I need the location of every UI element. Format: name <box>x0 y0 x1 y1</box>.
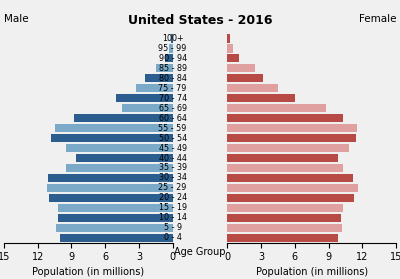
Bar <box>58 214 173 222</box>
Bar <box>227 34 230 43</box>
Bar <box>58 204 173 212</box>
Bar <box>136 84 173 92</box>
Bar <box>47 184 173 192</box>
X-axis label: Age Group: Age Group <box>174 247 226 257</box>
Bar <box>227 84 278 92</box>
Bar <box>54 124 173 132</box>
Bar <box>227 94 295 102</box>
Bar <box>74 114 173 122</box>
Bar <box>227 64 256 73</box>
Bar <box>227 224 342 232</box>
Bar <box>227 164 343 172</box>
Bar <box>172 34 173 43</box>
Bar <box>48 174 173 182</box>
Bar <box>116 94 173 102</box>
Text: United States - 2016: United States - 2016 <box>128 14 272 27</box>
Bar <box>227 44 233 52</box>
Bar <box>227 154 338 162</box>
Bar <box>56 224 173 232</box>
Bar <box>227 134 356 142</box>
Bar <box>66 144 173 152</box>
Bar <box>227 54 239 62</box>
Bar <box>165 54 173 62</box>
Bar <box>51 134 173 142</box>
Bar <box>66 164 173 172</box>
Bar <box>227 174 353 182</box>
Bar <box>144 74 173 82</box>
Bar <box>227 194 354 202</box>
Bar <box>156 64 173 73</box>
Text: Female: Female <box>358 14 396 24</box>
Bar <box>227 124 357 132</box>
Bar <box>227 104 326 112</box>
Bar <box>49 194 173 202</box>
Bar <box>169 44 173 52</box>
X-axis label: Population (in millions): Population (in millions) <box>32 267 144 276</box>
Bar <box>227 234 338 242</box>
Bar <box>76 154 173 162</box>
Bar <box>227 144 349 152</box>
Bar <box>122 104 173 112</box>
Bar <box>227 74 263 82</box>
X-axis label: Population (in millions): Population (in millions) <box>256 267 368 276</box>
Bar <box>227 214 341 222</box>
Bar <box>227 204 343 212</box>
Bar <box>60 234 173 242</box>
Text: Male: Male <box>4 14 29 24</box>
Bar <box>227 114 343 122</box>
Bar <box>227 184 358 192</box>
